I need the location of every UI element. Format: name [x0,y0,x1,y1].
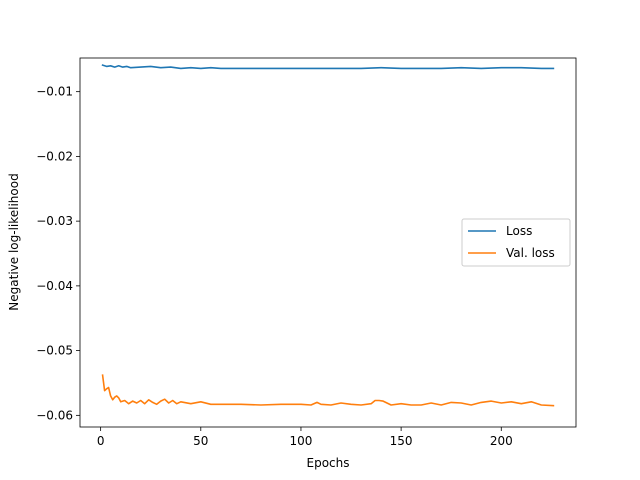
y-tick-label: −0.04 [36,279,73,293]
series-line-val-loss [101,374,555,407]
plot-frame [79,57,577,428]
legend: Loss Val. loss [461,218,571,267]
series-line-loss [101,64,555,70]
y-tick-label: −0.05 [36,344,73,358]
y-tick-label: −0.03 [36,214,73,228]
x-tick-label: 200 [490,434,513,448]
x-tick-label: 150 [390,434,413,448]
x-axis-label: Epochs [307,456,350,470]
x-tick-label: 50 [193,434,208,448]
legend-label-val-loss: Val. loss [506,246,555,260]
y-axis-label: Negative log-likelihood [7,173,21,310]
y-axis: −0.06 −0.05 −0.04 −0.03 −0.02 −0.01 [36,85,80,422]
x-tick-label: 100 [290,434,313,448]
x-axis: 0 50 100 150 200 [97,427,513,448]
y-tick-label: −0.01 [36,85,73,99]
x-tick-label: 0 [97,434,105,448]
y-tick-label: −0.02 [36,149,73,163]
legend-label-loss: Loss [506,224,532,238]
series-layer [101,64,555,407]
y-tick-label: −0.06 [36,408,73,422]
